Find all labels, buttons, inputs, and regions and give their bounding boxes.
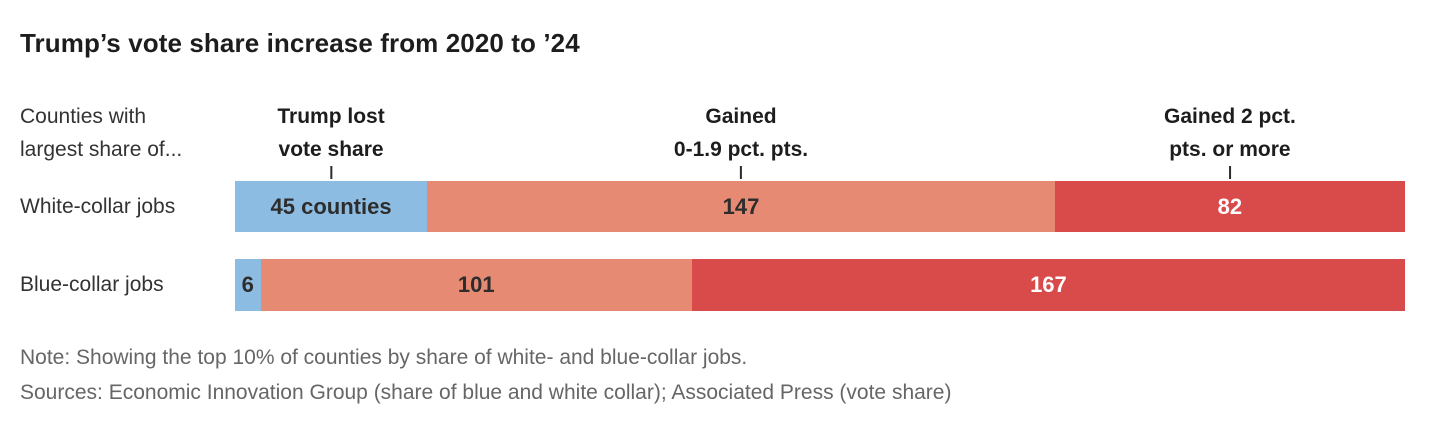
segment-label: 45 counties bbox=[270, 193, 392, 219]
left-axis-label: Counties with largest share of... bbox=[20, 100, 182, 166]
column-header-line1: Trump lost bbox=[277, 105, 385, 128]
row-label: White-collar jobs bbox=[20, 194, 176, 218]
column-header: Gained 0-1.9 pct. pts. bbox=[674, 100, 808, 179]
bar-segment: 147 bbox=[427, 181, 1055, 232]
bar-segment: 45 counties bbox=[235, 181, 428, 232]
sources: Sources: Economic Innovation Group (shar… bbox=[20, 381, 952, 404]
segment-label: 6 bbox=[241, 272, 254, 297]
bar-segment: 167 bbox=[691, 259, 1405, 311]
column-header: Trump lost vote share bbox=[277, 100, 385, 179]
bar-segment: 101 bbox=[260, 259, 692, 311]
bar-row-blue-collar: Blue-collar jobs 6 101 167 bbox=[0, 259, 1430, 311]
left-axis-label-line1: Counties with bbox=[20, 105, 147, 128]
column-header-line2: 0-1.9 pct. pts. bbox=[673, 138, 809, 161]
segment-label: 82 bbox=[1217, 193, 1243, 219]
bar-row-white-collar: White-collar jobs 45 counties 147 82 bbox=[0, 181, 1430, 232]
column-header-line1: Gained bbox=[705, 105, 777, 128]
segment-label: 167 bbox=[1030, 272, 1067, 297]
column-headers: Trump lost vote share Gained 0-1.9 pct. pts… bbox=[235, 100, 1405, 182]
left-axis-label-line2: largest share of... bbox=[20, 138, 183, 161]
header-tick bbox=[1228, 166, 1231, 179]
bar-track: 45 counties 147 82 bbox=[235, 181, 1405, 232]
column-header-line2: vote share bbox=[278, 138, 384, 161]
bar-segment: 82 bbox=[1054, 181, 1405, 232]
bar-segment: 6 bbox=[235, 259, 261, 311]
header-tick bbox=[330, 166, 333, 179]
segment-label: 101 bbox=[457, 272, 495, 297]
footnote: Note: Showing the top 10% of counties by… bbox=[20, 346, 748, 369]
column-header: Gained 2 pct. pts. or more bbox=[1164, 100, 1296, 179]
segment-label: 147 bbox=[722, 193, 760, 219]
column-header-line2: pts. or more bbox=[1169, 138, 1291, 161]
header-tick bbox=[739, 166, 742, 179]
row-label: Blue-collar jobs bbox=[20, 273, 164, 296]
column-header-line1: Gained 2 pct. bbox=[1163, 105, 1296, 128]
chart-title: Trump’s vote share increase from 2020 to… bbox=[20, 28, 580, 58]
bar-track: 6 101 167 bbox=[235, 259, 1405, 311]
